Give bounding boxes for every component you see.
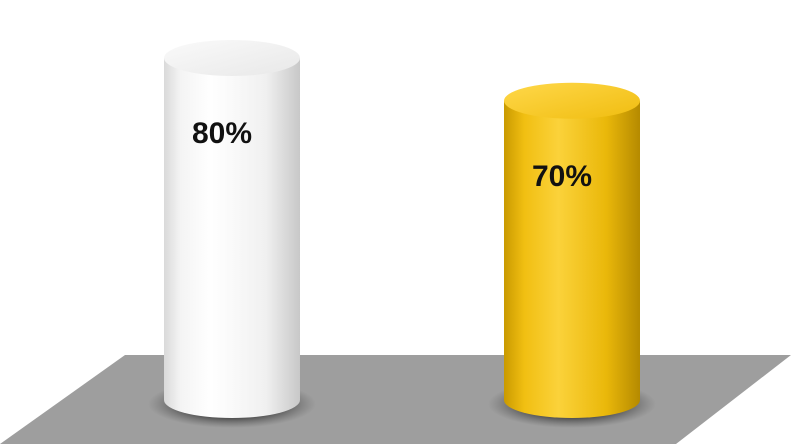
bar-top xyxy=(164,40,300,76)
bar-labels-layer: 80% 70% xyxy=(192,117,592,193)
bar-top xyxy=(504,82,640,119)
bar xyxy=(504,100,640,418)
bar-value-label: 80% xyxy=(192,117,252,150)
bar-value-label: 70% xyxy=(532,160,592,193)
chart-floor xyxy=(0,355,791,444)
bar xyxy=(164,58,300,418)
bars-layer xyxy=(148,40,656,428)
